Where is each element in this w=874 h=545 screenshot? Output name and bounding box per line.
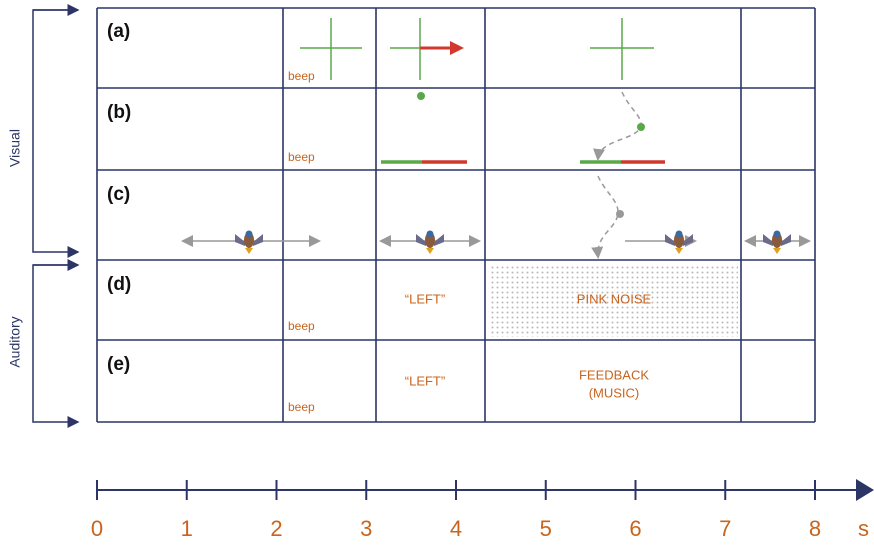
tick-label: 6: [629, 516, 641, 541]
beep-label: beep: [288, 150, 315, 164]
beep-label: beep: [288, 69, 315, 83]
response-label: FEEDBACK: [579, 367, 649, 382]
row-label: (d): [107, 274, 131, 295]
trajectory: [598, 92, 641, 158]
row-label: (a): [107, 21, 130, 42]
tick-label: 3: [360, 516, 372, 541]
response-label: (MUSIC): [589, 385, 640, 400]
dot: [417, 92, 425, 100]
axis-unit: s: [858, 516, 869, 541]
dot: [616, 210, 624, 218]
trajectory: [598, 176, 618, 256]
group-label: Auditory: [7, 316, 23, 367]
tick-label: 8: [809, 516, 821, 541]
tick-label: 1: [181, 516, 193, 541]
row-label: (b): [107, 102, 131, 123]
time-axis: s: [97, 479, 874, 541]
fixation-cross: [300, 18, 654, 80]
beep-label: beep: [288, 319, 315, 333]
group-label: Visual: [7, 129, 23, 167]
diagram: Visual Auditory (a) (b) (c) (d) (e) beep…: [0, 0, 874, 545]
tick-label: 2: [270, 516, 282, 541]
bird-icon: [235, 231, 791, 255]
beep-label: beep: [288, 400, 315, 414]
tick-label: 4: [450, 516, 462, 541]
tick-label: 7: [719, 516, 731, 541]
tick-label: 5: [540, 516, 552, 541]
grid: [97, 8, 815, 422]
tick-label: 0: [91, 516, 103, 541]
dot: [637, 123, 645, 131]
cue-label: “LEFT”: [405, 373, 445, 388]
direction-arrow: [420, 41, 464, 55]
row-label: (c): [107, 184, 130, 205]
row-label: (e): [107, 354, 130, 375]
group-brackets: [33, 10, 78, 422]
cue-label: “LEFT”: [405, 291, 445, 306]
response-label: PINK NOISE: [577, 291, 652, 306]
